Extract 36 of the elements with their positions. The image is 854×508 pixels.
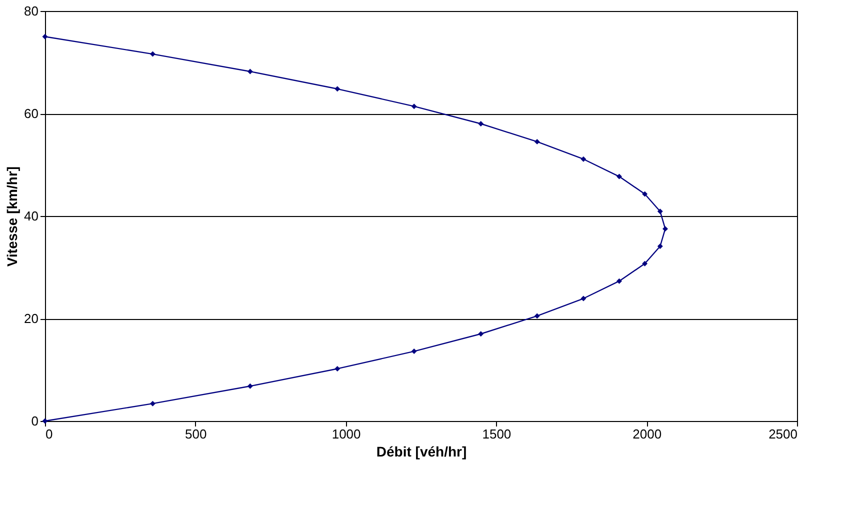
y-tick-label: 0: [31, 414, 38, 428]
x-tick-label: 0: [46, 426, 53, 442]
point: [580, 156, 586, 162]
point: [42, 34, 48, 40]
point: [534, 313, 540, 319]
point: [580, 296, 586, 302]
point: [247, 383, 253, 389]
x-tick-label: 1000: [332, 426, 361, 442]
point: [534, 138, 540, 144]
y-tick-label: 40: [24, 208, 38, 224]
x-tick-label: 2000: [632, 426, 662, 442]
y-tick-label: 60: [24, 106, 38, 121]
point: [642, 260, 648, 266]
point: [657, 244, 663, 249]
point: [657, 208, 663, 214]
y-tick-label: 80: [24, 4, 38, 18]
point: [247, 68, 253, 74]
x-tick-label: 1500: [482, 426, 512, 442]
x-tick-label: 500: [185, 426, 207, 442]
point: [411, 104, 417, 110]
point: [42, 418, 48, 424]
point: [334, 366, 340, 372]
point: [478, 331, 484, 337]
x-axis-title: Débit [véh/hr]: [376, 444, 467, 460]
x-tick-label: 2500: [768, 426, 798, 442]
y-tick-label: 20: [24, 311, 38, 326]
point: [616, 278, 622, 284]
point: [642, 191, 648, 197]
point: [334, 86, 340, 92]
point: [662, 226, 668, 232]
point: [478, 121, 484, 126]
point: [150, 400, 156, 406]
point: [411, 348, 417, 354]
point: [616, 174, 622, 180]
point: [150, 51, 156, 57]
y-axis-title: Vitesse [km/hr]: [4, 166, 20, 267]
